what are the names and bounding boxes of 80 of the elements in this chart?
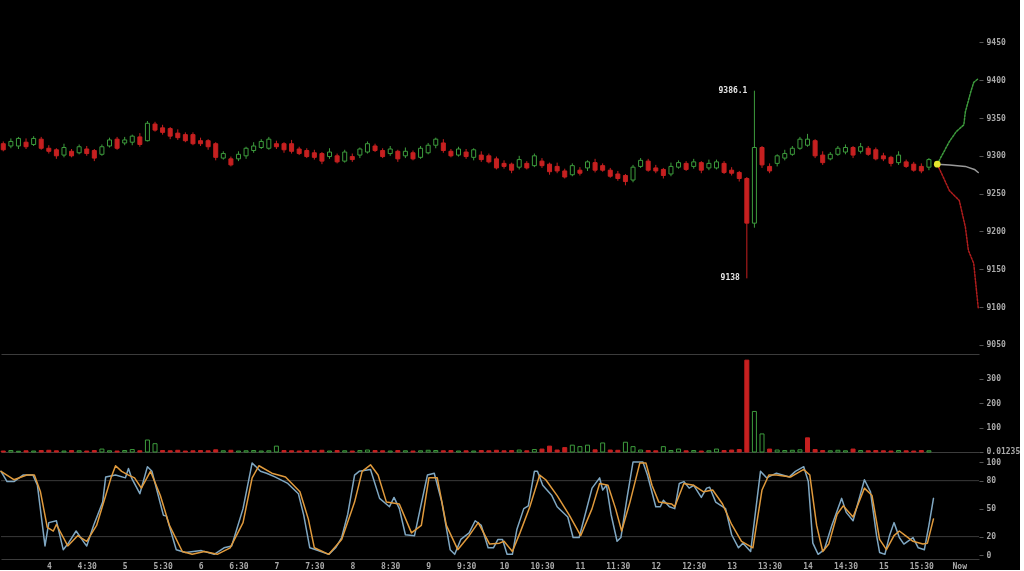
bar (562, 447, 568, 453)
bar (767, 448, 773, 453)
bar (622, 441, 628, 453)
bar (812, 449, 818, 453)
bar (713, 448, 719, 453)
bar (273, 445, 279, 453)
x-tick-label: 13:30 (758, 561, 783, 571)
x-tick-label: 11 (575, 561, 586, 571)
x-tick-label: 5 (122, 561, 128, 571)
x-tick-label: 4 (46, 561, 52, 571)
x-tick-label: 15:30 (909, 561, 935, 571)
bar (630, 446, 636, 453)
x-tick-label: 7 (274, 561, 280, 571)
x-tick-label: 13 (727, 561, 738, 571)
y-tick-label: 0.01235 (986, 447, 1021, 457)
x-tick-label: 8 (350, 561, 356, 571)
bar (759, 433, 765, 453)
bar (797, 449, 803, 453)
bar (805, 437, 811, 453)
y-tick-label: 300 (986, 374, 1002, 384)
candlestick (213, 141, 219, 161)
x-tick-label: 14 (803, 561, 814, 571)
bar (547, 445, 553, 453)
bar (751, 410, 757, 453)
y-tick-label: 50 (986, 504, 997, 514)
bar (744, 359, 750, 453)
bar (660, 446, 666, 453)
y-tick-label: 9200 (986, 226, 1006, 236)
x-tick-label: 10 (499, 561, 510, 571)
x-tick-label: Now (952, 561, 968, 571)
bar (213, 449, 219, 453)
bar (539, 448, 545, 453)
y-tick-label: 20 (986, 532, 997, 542)
x-tick-label: 9 (426, 561, 432, 571)
x-tick-label: 12 (651, 561, 662, 571)
bar (592, 449, 598, 453)
bar (850, 448, 856, 453)
bar (585, 444, 590, 453)
y-tick-label: 9100 (986, 302, 1006, 312)
y-tick-label: 9450 (986, 37, 1006, 47)
y-tick-label: 200 (986, 398, 1002, 408)
x-tick-label: 9:30 (456, 561, 477, 571)
bar (129, 449, 135, 453)
y-tick-label: 9050 (986, 340, 1006, 350)
y-tick-label: 100 (986, 423, 1002, 433)
bar (736, 449, 742, 453)
y-tick-label: 9150 (986, 264, 1006, 274)
bar (531, 449, 537, 453)
bar (152, 443, 158, 453)
y-tick-label: 9400 (986, 75, 1006, 85)
bar (144, 439, 150, 453)
bar (600, 442, 606, 453)
x-tick-label: 12:30 (682, 561, 707, 571)
candlestick (759, 145, 765, 169)
annotation: 9386.1 (718, 85, 748, 95)
x-tick-label: 11:30 (606, 561, 631, 571)
x-tick-label: 4:30 (77, 561, 98, 571)
x-tick-label: 7:30 (305, 561, 325, 571)
y-tick-label: 9300 (986, 151, 1006, 161)
x-tick-label: 6 (198, 561, 204, 571)
x-tick-label: 6:30 (229, 561, 249, 571)
x-tick-label: 15 (879, 561, 889, 571)
bar (569, 444, 575, 453)
candlestick (23, 137, 29, 150)
x-tick-label: 10:30 (530, 561, 555, 571)
x-tick-label: 14:30 (833, 561, 859, 571)
candlestick (812, 138, 818, 159)
bar (99, 448, 105, 453)
candlestick (501, 159, 507, 170)
annotation: 9138 (720, 273, 741, 283)
x-tick-label: 8:30 (381, 561, 401, 571)
y-tick-label: 0 (986, 550, 992, 560)
y-tick-label: 9350 (986, 113, 1006, 123)
bar (676, 448, 682, 453)
x-tick-label: 5:30 (153, 561, 173, 571)
bar (577, 446, 583, 453)
y-tick-label: 80 (986, 476, 997, 486)
y-tick-label: 9250 (986, 189, 1006, 199)
candlestick (577, 166, 583, 176)
y-tick-label: 100 (986, 457, 1002, 467)
